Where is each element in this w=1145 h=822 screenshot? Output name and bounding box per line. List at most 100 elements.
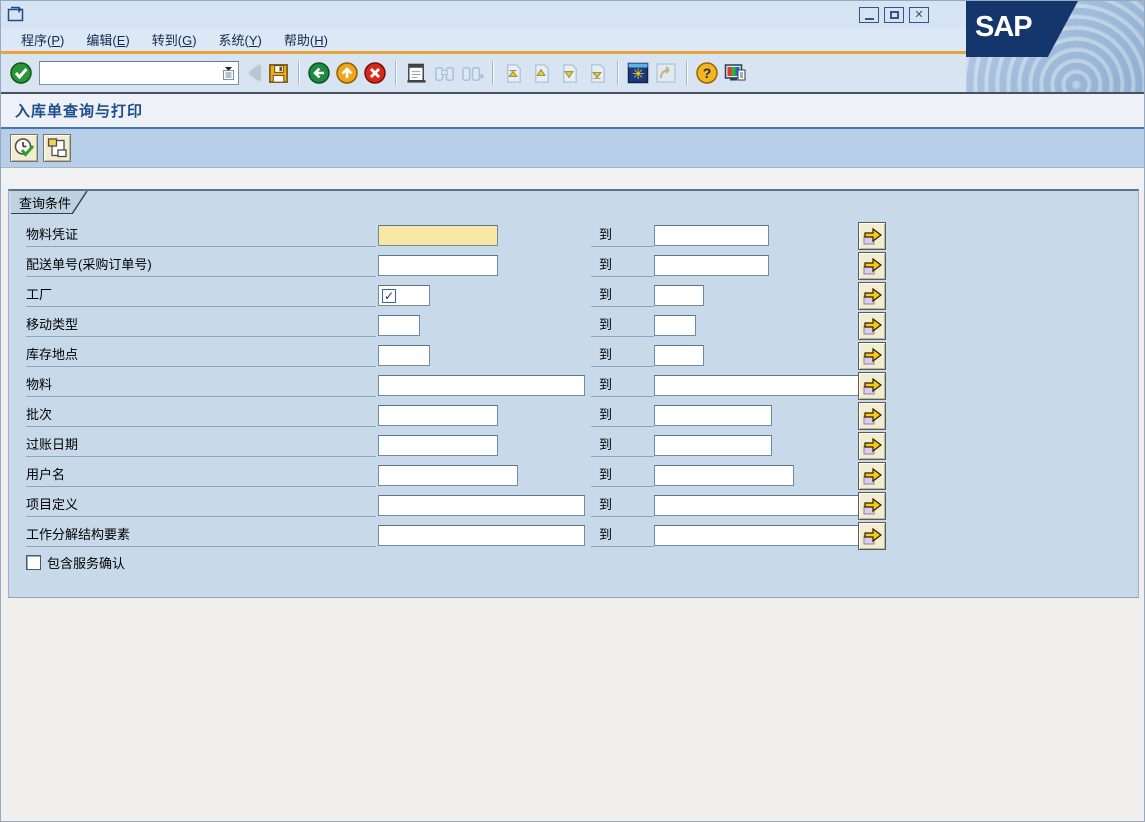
accent-divider xyxy=(1,51,1144,54)
range-to-field[interactable] xyxy=(654,525,862,546)
range-from-field[interactable] xyxy=(378,465,518,486)
range-from-field[interactable] xyxy=(378,225,498,246)
cancel-icon[interactable] xyxy=(362,60,388,86)
multiple-selection-button[interactable] xyxy=(858,282,886,310)
multiple-selection-button[interactable] xyxy=(858,222,886,250)
menu-item-g[interactable]: 转到(G) xyxy=(151,33,197,48)
service-confirmation-row: 包含服务确认 xyxy=(26,553,125,572)
groupbox-title: 查询条件 xyxy=(19,196,72,211)
enter-icon[interactable] xyxy=(8,60,34,86)
multiple-selection-arrow-icon xyxy=(863,527,882,545)
range-from-field[interactable] xyxy=(378,495,585,516)
range-from-field[interactable]: ✓ xyxy=(378,285,430,306)
multiple-selection-button[interactable] xyxy=(858,252,886,280)
multiple-selection-button[interactable] xyxy=(858,432,886,460)
session-icon xyxy=(7,6,26,25)
help-icon[interactable]: ? xyxy=(694,60,720,86)
form-row: 库存地点 到 xyxy=(9,341,1138,371)
find-next-icon[interactable] xyxy=(459,60,485,86)
sap-branding-area: SAP xyxy=(966,1,1144,92)
to-label: 到 xyxy=(591,253,654,277)
range-to-field[interactable] xyxy=(654,495,862,516)
get-variant-button[interactable] xyxy=(43,134,71,162)
range-to-field[interactable] xyxy=(654,375,862,396)
to-label: 到 xyxy=(591,403,654,427)
range-from-field[interactable] xyxy=(378,345,430,366)
field-label: 过账日期 xyxy=(26,433,376,457)
selection-screen-groupbox: 查询条件 物料凭证到配送单号(采购订单号) 到工厂 ✓ 到移动类型到库存地点到物料到批… xyxy=(8,189,1139,598)
toolbar-separator xyxy=(686,61,687,85)
form-row: 用户名 到 xyxy=(9,461,1138,491)
range-to-field[interactable] xyxy=(654,435,772,456)
groupbox-tab: 查询条件 xyxy=(11,191,88,214)
groupbox-tab-diagonal xyxy=(72,191,88,214)
multiple-selection-button[interactable] xyxy=(858,342,886,370)
range-to-field[interactable] xyxy=(654,255,769,276)
app-toolbar-divider xyxy=(1,167,1144,168)
checkbox-label: 包含服务确认 xyxy=(47,556,126,571)
multiple-selection-button[interactable] xyxy=(858,402,886,430)
multiple-selection-button[interactable] xyxy=(858,492,886,520)
minimize-button[interactable] xyxy=(859,7,879,23)
customize-local-layout-icon[interactable] xyxy=(722,60,748,86)
create-shortcut-icon[interactable] xyxy=(653,60,679,86)
range-to-field[interactable] xyxy=(654,285,704,306)
print-icon[interactable] xyxy=(403,60,429,86)
range-to-field[interactable] xyxy=(654,315,696,336)
range-to-field[interactable] xyxy=(654,345,704,366)
range-from-field[interactable] xyxy=(378,435,498,456)
multiple-selection-arrow-icon xyxy=(863,257,882,275)
form-rows: 物料凭证到配送单号(采购订单号) 到工厂 ✓ 到移动类型到库存地点到物料到批次到过账日… xyxy=(9,221,1138,551)
multiple-selection-button[interactable] xyxy=(858,372,886,400)
to-label: 到 xyxy=(591,493,654,517)
menu-item-p[interactable]: 程序(P) xyxy=(21,33,65,48)
multiple-selection-button[interactable] xyxy=(858,522,886,550)
range-from-field[interactable] xyxy=(378,405,498,426)
include-service-confirmation-checkbox[interactable] xyxy=(26,555,41,570)
title-bar: ✕ xyxy=(1,1,1144,28)
command-history-dropdown-icon[interactable] xyxy=(221,65,236,81)
range-to-field[interactable] xyxy=(654,225,769,246)
previous-page-icon[interactable] xyxy=(528,60,554,86)
command-field-wrap xyxy=(39,61,239,85)
menu-item-e[interactable]: 编辑(E) xyxy=(86,33,130,48)
command-field[interactable] xyxy=(39,61,239,85)
field-label: 库存地点 xyxy=(26,343,376,367)
multiple-selection-arrow-icon xyxy=(863,467,882,485)
range-from-field[interactable] xyxy=(378,315,420,336)
range-from-field[interactable] xyxy=(378,255,498,276)
to-label: 到 xyxy=(591,343,654,367)
form-row: 物料凭证 到 xyxy=(9,221,1138,251)
form-row: 移动类型 到 xyxy=(9,311,1138,341)
toolbar-separator xyxy=(298,61,299,85)
menu-item-h[interactable]: 帮助(H) xyxy=(283,33,328,48)
multiple-selection-arrow-icon xyxy=(863,317,882,335)
execute-button[interactable] xyxy=(10,134,38,162)
menubar: 程序(P) 编辑(E) 转到(G) 系统(Y) 帮助(H) xyxy=(1,28,1144,51)
multiple-selection-arrow-icon xyxy=(863,377,882,395)
title-divider xyxy=(1,127,1144,129)
menu-item-y[interactable]: 系统(Y) xyxy=(218,33,262,48)
range-to-field[interactable] xyxy=(654,405,772,426)
last-page-icon[interactable] xyxy=(584,60,610,86)
close-button[interactable]: ✕ xyxy=(909,7,929,23)
exit-icon[interactable] xyxy=(334,60,360,86)
maximize-button[interactable] xyxy=(884,7,904,23)
range-from-field[interactable] xyxy=(378,375,585,396)
multiple-selection-button[interactable] xyxy=(858,462,886,490)
first-page-icon[interactable] xyxy=(500,60,526,86)
form-row: 工厂 ✓ 到 xyxy=(9,281,1138,311)
field-label: 物料凭证 xyxy=(26,223,376,247)
collapse-command-icon[interactable] xyxy=(249,65,260,81)
find-icon[interactable] xyxy=(431,60,457,86)
save-icon[interactable] xyxy=(265,60,291,86)
form-row: 批次 到 xyxy=(9,401,1138,431)
multiple-selection-button[interactable] xyxy=(858,312,886,340)
range-from-field[interactable] xyxy=(378,525,585,546)
back-icon[interactable] xyxy=(306,60,332,86)
range-to-field[interactable] xyxy=(654,465,794,486)
field-label: 工作分解结构要素 xyxy=(26,523,376,547)
new-session-icon[interactable]: ✳ xyxy=(625,60,651,86)
get-variant-icon xyxy=(47,137,67,157)
next-page-icon[interactable] xyxy=(556,60,582,86)
